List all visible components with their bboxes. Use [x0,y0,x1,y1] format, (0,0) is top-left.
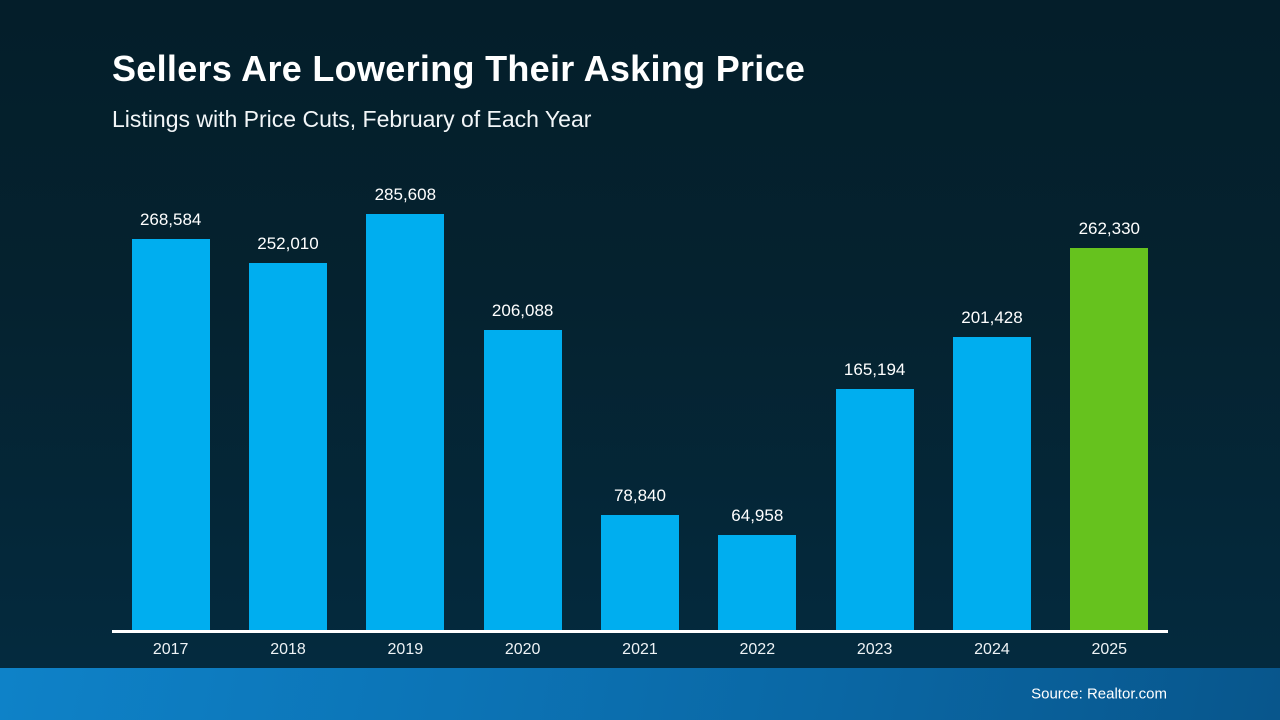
bar-chart: 268,584 252,010 285,608 206,088 78,840 64,958… [112,168,1168,630]
bar-value-label-2023: 165,194 [843,360,906,379]
bar-2022 [718,535,797,630]
bar-value-label-2020: 206,088 [491,301,554,320]
bar-2018 [248,263,327,630]
bar-column-2021: 78,840 [581,486,698,630]
bar-column-2019: 285,608 [347,185,464,630]
x-axis-label-2024: 2024 [974,641,1010,658]
bar-2020 [483,330,562,630]
bar-column-2018: 252,010 [229,234,346,630]
bar-2021 [600,515,679,630]
bar-value-label-2022: 64,958 [731,506,784,525]
bar-2019 [366,214,445,630]
bar-value-label-2025: 262,330 [1078,219,1141,238]
x-axis-label-2019: 2019 [387,641,424,658]
bar-value-label-2024: 201,428 [961,308,1023,327]
bar-column-2025: 262,330 [1051,219,1168,630]
bar-column-2023: 165,194 [816,360,933,630]
bar-2023 [835,389,914,630]
bar-column-2020: 206,088 [464,301,581,630]
x-axis-label-2022: 2022 [739,641,776,658]
x-axis-label-2021: 2021 [622,641,658,658]
x-axis-label-2023: 2023 [856,641,893,658]
chart-subtitle: Listings with Price Cuts, February of Ea… [112,106,592,132]
chart-title: Sellers Are Lowering Their Asking Price [112,48,806,89]
x-axis-label-2018: 2018 [270,641,306,658]
bar-value-label-2018: 252,010 [257,234,319,253]
bar-column-2024: 201,428 [933,308,1050,630]
x-axis-label-2025: 2025 [1091,641,1128,658]
x-axis-baseline [112,630,1168,633]
bar-value-label-2017: 268,584 [139,210,202,229]
bar-column-2022: 64,958 [699,506,816,630]
footer-band: Source: Realtor.com [0,668,1280,720]
bar-value-label-2019: 285,608 [374,185,437,204]
x-axis-label-2020: 2020 [504,641,541,658]
bar-2024 [952,337,1031,630]
bar-value-label-2021: 78,840 [613,486,666,505]
bar-column-2017: 268,584 [112,210,229,630]
bar-2017 [131,239,210,630]
x-axis-labels: 2017 2018 2019 2020 2021 2022 2023 2024 2025 [112,641,1168,659]
source-attribution: Source: Realtor.com [1031,685,1167,703]
bar-2025-highlight [1070,248,1149,630]
x-axis-label-2017: 2017 [152,641,189,658]
